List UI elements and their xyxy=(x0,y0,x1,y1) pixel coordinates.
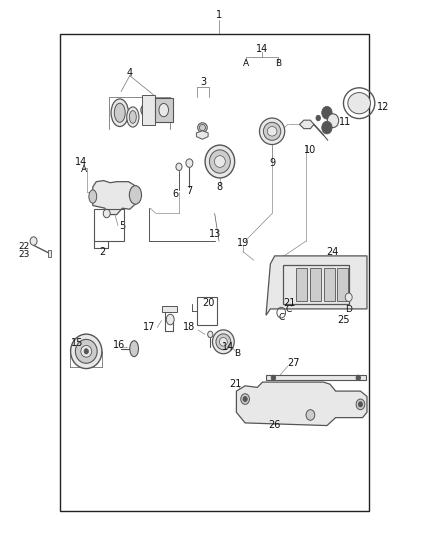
Circle shape xyxy=(306,410,315,420)
Polygon shape xyxy=(300,120,314,128)
Text: 12: 12 xyxy=(377,102,389,112)
Ellipse shape xyxy=(127,107,139,127)
Ellipse shape xyxy=(216,334,231,350)
Text: 10: 10 xyxy=(304,145,317,155)
Text: 24: 24 xyxy=(326,247,338,257)
Circle shape xyxy=(327,114,339,127)
Circle shape xyxy=(358,402,363,407)
Ellipse shape xyxy=(141,103,156,117)
Ellipse shape xyxy=(209,150,230,173)
Polygon shape xyxy=(266,256,367,316)
Ellipse shape xyxy=(212,330,234,354)
Ellipse shape xyxy=(111,99,128,126)
Ellipse shape xyxy=(205,145,235,178)
Circle shape xyxy=(241,394,250,405)
Ellipse shape xyxy=(159,103,169,117)
Circle shape xyxy=(345,293,352,302)
Bar xyxy=(60,34,369,512)
Text: 14: 14 xyxy=(255,44,268,54)
Ellipse shape xyxy=(166,314,174,325)
Text: 21: 21 xyxy=(230,379,242,389)
Text: 11: 11 xyxy=(339,117,351,127)
Text: 22: 22 xyxy=(18,242,30,251)
Circle shape xyxy=(208,331,213,337)
Circle shape xyxy=(243,397,247,402)
Text: C: C xyxy=(286,305,292,314)
Bar xyxy=(155,99,173,122)
Text: C: C xyxy=(278,313,284,322)
Text: 5: 5 xyxy=(119,221,126,231)
Text: 2: 2 xyxy=(99,247,106,257)
Text: 4: 4 xyxy=(127,68,133,78)
Polygon shape xyxy=(93,181,135,215)
Ellipse shape xyxy=(267,126,277,136)
Text: A: A xyxy=(244,60,250,68)
Ellipse shape xyxy=(219,337,227,346)
Text: 3: 3 xyxy=(200,77,206,87)
Text: D: D xyxy=(345,305,352,314)
Text: 21: 21 xyxy=(283,297,296,308)
Ellipse shape xyxy=(348,93,371,114)
Bar xyxy=(94,209,124,241)
Circle shape xyxy=(322,107,332,119)
Text: 7: 7 xyxy=(186,186,193,196)
Circle shape xyxy=(356,375,360,381)
Text: B: B xyxy=(234,350,240,359)
Text: 14: 14 xyxy=(222,342,234,352)
Text: 19: 19 xyxy=(237,238,249,248)
Ellipse shape xyxy=(215,156,225,167)
Text: 9: 9 xyxy=(269,158,275,168)
Ellipse shape xyxy=(129,111,136,123)
Ellipse shape xyxy=(89,190,97,203)
Text: 26: 26 xyxy=(268,419,281,430)
Text: 16: 16 xyxy=(113,340,125,350)
Ellipse shape xyxy=(114,103,125,122)
Ellipse shape xyxy=(263,122,281,140)
Bar xyxy=(324,268,335,301)
Circle shape xyxy=(103,209,110,217)
Polygon shape xyxy=(266,375,366,381)
Circle shape xyxy=(356,399,365,410)
Text: 23: 23 xyxy=(18,251,30,260)
Ellipse shape xyxy=(129,185,141,204)
Circle shape xyxy=(271,375,276,381)
Text: 13: 13 xyxy=(209,229,222,239)
Ellipse shape xyxy=(198,123,207,132)
Text: 25: 25 xyxy=(337,314,349,325)
Polygon shape xyxy=(237,382,367,425)
Text: 14: 14 xyxy=(75,157,88,166)
Ellipse shape xyxy=(75,340,97,364)
Ellipse shape xyxy=(259,118,285,144)
Text: 6: 6 xyxy=(173,189,179,199)
Circle shape xyxy=(84,349,88,354)
Circle shape xyxy=(30,237,37,245)
Circle shape xyxy=(176,163,182,171)
Circle shape xyxy=(186,159,193,167)
Text: 18: 18 xyxy=(183,322,195,333)
Text: 27: 27 xyxy=(288,358,300,368)
Text: 1: 1 xyxy=(216,10,222,20)
Ellipse shape xyxy=(199,124,205,131)
Circle shape xyxy=(316,115,321,120)
Bar xyxy=(297,268,307,301)
Bar xyxy=(162,306,177,312)
Text: 8: 8 xyxy=(217,182,223,192)
Bar xyxy=(337,268,348,301)
Ellipse shape xyxy=(71,334,102,368)
Bar xyxy=(48,249,51,257)
Text: 17: 17 xyxy=(143,322,155,333)
Text: A: A xyxy=(81,166,87,174)
Bar xyxy=(311,268,321,301)
Bar xyxy=(197,297,217,325)
Text: 20: 20 xyxy=(202,297,214,308)
Text: B: B xyxy=(275,60,281,68)
Ellipse shape xyxy=(130,341,138,357)
Bar xyxy=(283,265,349,304)
Ellipse shape xyxy=(81,345,92,357)
Circle shape xyxy=(322,121,332,134)
Text: 15: 15 xyxy=(71,338,84,349)
Bar xyxy=(141,95,155,125)
Polygon shape xyxy=(196,131,208,139)
